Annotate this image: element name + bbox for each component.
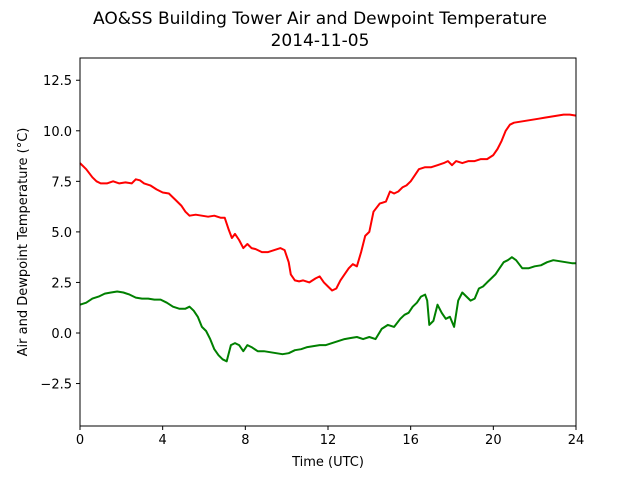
x-axis-label: Time (UTC) (291, 455, 364, 470)
chart-subtitle: 2014-11-05 (271, 31, 370, 51)
x-tick-label: 16 (402, 433, 419, 448)
y-tick-label: 2.5 (51, 276, 72, 291)
y-tick-label: −2.5 (40, 378, 72, 393)
plot-frame (79, 57, 577, 427)
x-tick-label: 0 (76, 433, 84, 448)
chart-title: AO&SS Building Tower Air and Dewpoint Te… (93, 9, 547, 29)
y-tick-label: 0.0 (51, 327, 72, 342)
y-axis-label: Air and Dewpoint Temperature (°C) (16, 128, 31, 357)
y-tick-label: 5.0 (51, 226, 72, 241)
series-line-0 (79, 113, 577, 292)
x-tick-label: 4 (159, 433, 167, 448)
series-layer (79, 113, 577, 363)
x-tick-label: 20 (485, 433, 502, 448)
x-tick-label: 24 (568, 433, 585, 448)
y-axis: −2.5 0.0 2.5 5.0 7.5 10.0 12.5 (40, 74, 80, 393)
series-line-1 (79, 256, 576, 363)
x-tick-label: 12 (320, 433, 337, 448)
x-axis: 0 4 8 12 16 20 24 (76, 426, 584, 448)
y-tick-label: 12.5 (43, 74, 72, 89)
x-tick-label: 8 (241, 433, 249, 448)
y-tick-label: 7.5 (51, 175, 72, 190)
y-tick-label: 10.0 (43, 125, 72, 140)
